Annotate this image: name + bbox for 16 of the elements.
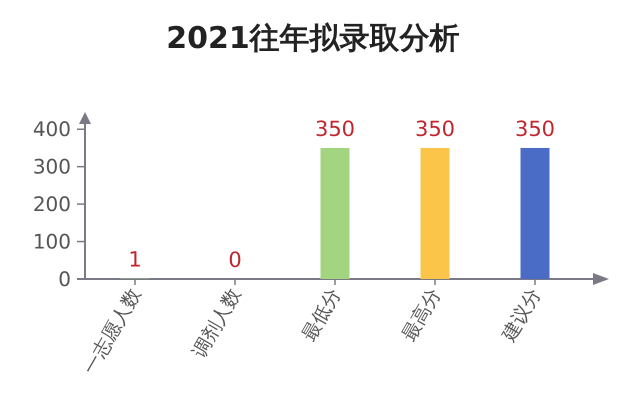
x-tick-label: 最高分 [398, 284, 446, 345]
data-label: 0 [228, 248, 242, 272]
data-label: 1 [128, 248, 142, 272]
x-tick-label: 最低分 [298, 284, 346, 345]
data-label: 350 [414, 116, 456, 141]
x-tick-label: 调剂人数 [188, 284, 246, 362]
x-tick-label: 一志愿人数 [78, 284, 146, 378]
y-tick-label: 400 [32, 117, 71, 142]
data-label: 350 [314, 116, 356, 141]
y-tick-label: 100 [32, 230, 71, 254]
chart-title: 2021往年拟录取分析 [166, 21, 460, 56]
y-tick-label: 200 [32, 192, 71, 216]
y-tick-label: 0 [58, 267, 71, 291]
y-tick-label: 300 [32, 154, 71, 179]
data-label: 350 [514, 116, 556, 141]
x-tick-label: 建议分 [497, 284, 546, 346]
